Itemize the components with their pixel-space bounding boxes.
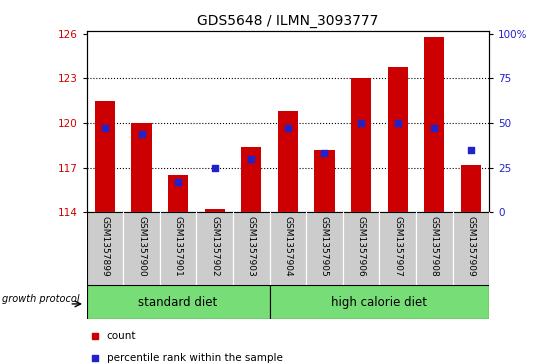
Bar [314,150,334,212]
Bar [123,212,160,285]
Bar [453,212,489,285]
Bar [168,175,188,212]
Bar [269,212,306,285]
Text: GSM1357899: GSM1357899 [101,216,110,277]
Bar [205,209,225,212]
Bar [380,212,416,285]
Point [466,147,475,153]
Bar [131,123,151,212]
Bar [416,212,453,285]
Bar [387,66,408,212]
Bar [461,165,481,212]
Text: GSM1357903: GSM1357903 [247,216,256,277]
Text: GSM1357900: GSM1357900 [137,216,146,277]
Bar [233,212,269,285]
Bar [241,147,262,212]
Text: GSM1357906: GSM1357906 [357,216,366,277]
Bar [343,212,380,285]
Point [210,165,219,171]
Bar [269,285,489,319]
Point [393,120,402,126]
Point [90,333,99,339]
Point [283,126,292,131]
Text: high calorie diet: high calorie diet [331,296,428,309]
Point [320,151,329,156]
Bar [87,212,123,285]
Text: GSM1357908: GSM1357908 [430,216,439,277]
Bar [424,37,444,212]
Bar [278,111,298,212]
Point [174,179,183,185]
Bar [87,285,269,319]
Point [247,156,256,162]
Text: GSM1357907: GSM1357907 [393,216,402,277]
Bar [160,212,196,285]
Text: growth protocol: growth protocol [2,294,79,304]
Text: count: count [107,331,136,341]
Point [90,356,99,362]
Point [137,131,146,137]
Point [430,126,439,131]
Text: GSM1357909: GSM1357909 [466,216,475,277]
Text: GSM1357904: GSM1357904 [283,216,292,277]
Title: GDS5648 / ILMN_3093777: GDS5648 / ILMN_3093777 [197,15,378,28]
Text: percentile rank within the sample: percentile rank within the sample [107,354,283,363]
Text: GSM1357902: GSM1357902 [210,216,219,277]
Bar [351,78,371,212]
Bar [306,212,343,285]
Point [101,126,110,131]
Text: GSM1357905: GSM1357905 [320,216,329,277]
Text: standard diet: standard diet [139,296,218,309]
Text: GSM1357901: GSM1357901 [174,216,183,277]
Point [357,120,366,126]
Bar [95,101,115,212]
Bar [196,212,233,285]
